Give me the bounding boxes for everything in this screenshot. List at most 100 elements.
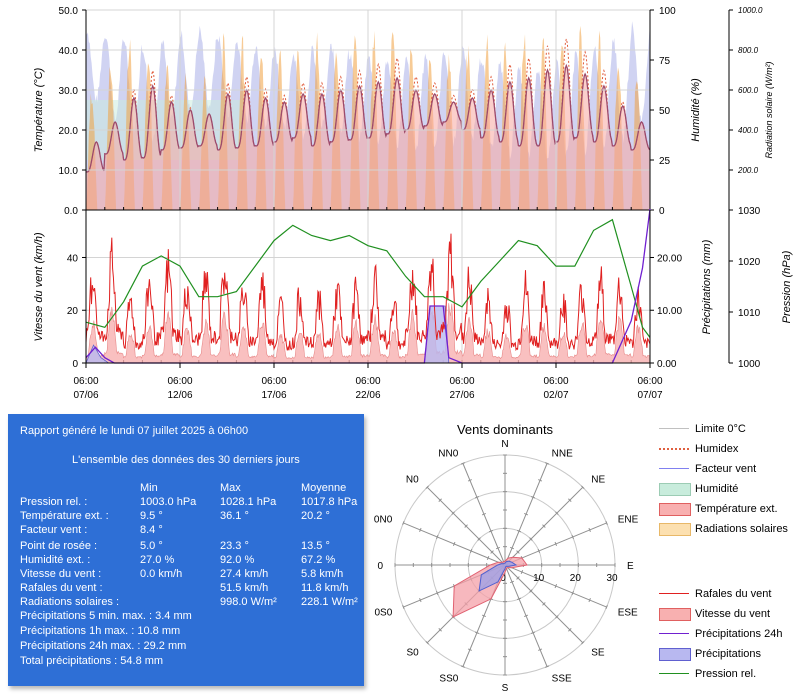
legend-label: Température ext. — [695, 503, 778, 515]
rose-spoke-tick — [425, 485, 429, 489]
x-tick-time: 06:00 — [355, 376, 380, 387]
y-tick-label: 1030 — [738, 206, 761, 217]
x-tick-date: 02/07 — [543, 390, 568, 401]
rose-spoke-tick — [516, 550, 520, 554]
legend-label: Pression rel. — [695, 668, 757, 680]
report-row-max: 998.0 W/m² — [220, 596, 277, 608]
report-row-min: 0.0 km/h — [140, 568, 183, 580]
y-tick-label: 25 — [659, 156, 671, 167]
y-tick-label: 20.0 — [59, 126, 79, 137]
y-tick-label: 10.00 — [657, 306, 682, 317]
rose-spoke-tick — [436, 534, 439, 539]
pressure-line — [85, 218, 651, 338]
y-tick-label: 40.0 — [59, 46, 79, 57]
report-row-max: 1028.1 hPa — [220, 496, 277, 508]
y-axis-label: Humidité (%) — [690, 78, 702, 142]
legend-label: Humidité — [695, 483, 739, 495]
rose-direction-label: E — [627, 561, 634, 572]
y-tick-label: 20 — [67, 306, 79, 317]
report-row-min: 27.0 % — [140, 554, 175, 566]
rose-direction-label: S — [502, 683, 509, 694]
rose-spoke-tick — [486, 555, 490, 561]
legend-label: Limite 0°C — [695, 423, 746, 435]
legend-label: Précipitations 24h — [695, 628, 783, 640]
rose-spoke-tick — [460, 665, 465, 668]
rose-spoke-tick — [529, 537, 533, 541]
rose-radius-label: 20 — [570, 573, 582, 584]
report-extra-line: Total précipitations : 54.8 mm — [20, 655, 164, 667]
report-row-label: Point de rosée : — [20, 540, 98, 552]
rose-direction-label: 0S0 — [374, 608, 392, 619]
y-axis-label: Précipitations (mm) — [701, 239, 713, 334]
report-row-max: 23.3 ° — [220, 540, 249, 552]
legend-swatch — [659, 648, 691, 661]
report-row-label: Facteur vent : — [20, 524, 88, 536]
x-tick-time: 06:00 — [261, 376, 286, 387]
wind-speed-area — [85, 303, 651, 364]
y-tick-label: 400.0 — [738, 126, 759, 135]
report-title: Rapport généré le lundi 07 juillet 2025 … — [20, 425, 249, 437]
report-row-avg: 20.2 ° — [301, 510, 330, 522]
rose-spoke-tick — [542, 602, 546, 606]
rose-spoke-tick — [581, 485, 585, 489]
report-row-label: Humidité ext. : — [20, 554, 91, 566]
rose-series-wind — [478, 560, 518, 592]
rose-spoke-tick — [481, 512, 486, 516]
y-tick-label: 20.00 — [657, 253, 682, 264]
report-row-avg: 67.2 % — [301, 554, 336, 566]
report-row-avg: 13.5 ° — [301, 540, 330, 552]
report-row-max: 27.4 km/h — [220, 568, 269, 580]
rose-spoke-tick — [451, 511, 455, 515]
legend-swatch — [659, 673, 689, 674]
y-tick-label: 1010 — [738, 308, 761, 319]
legend-label: Facteur vent — [695, 463, 757, 475]
report-row-label: Rafales du vent : — [20, 582, 103, 594]
rose-spoke-tick — [474, 496, 479, 499]
legend-swatch — [659, 468, 689, 469]
x-tick-date: 07/07 — [637, 390, 662, 401]
x-tick-time: 06:00 — [637, 376, 662, 387]
report-row-min: 8.4 ° — [140, 524, 163, 536]
report-row-avg: 1017.8 hPa — [301, 496, 358, 508]
report-subtitle: L'ensemble des données des 30 derniers j… — [72, 454, 300, 466]
rose-spoke-tick — [495, 546, 501, 550]
report-row-min: 9.5 ° — [140, 510, 163, 522]
rose-direction-label: SSE — [552, 674, 572, 685]
report-extra-line: Précipitations 5 min. max. : 3.4 mm — [20, 610, 192, 622]
rose-spoke-tick — [460, 462, 465, 465]
rose-spoke-tick — [509, 580, 515, 584]
y-tick-label: 50.0 — [59, 6, 79, 17]
y-tick-label: 200.0 — [737, 166, 759, 175]
rose-spoke-tick — [555, 511, 559, 515]
y-tick-label: 100 — [659, 6, 676, 17]
rose-spoke-tick — [516, 529, 522, 533]
rose-spoke-tick — [529, 589, 533, 593]
rose-spoke-tick — [425, 641, 429, 645]
report-row-label: Température ext. : — [20, 510, 109, 522]
x-tick-date: 22/06 — [355, 390, 380, 401]
y-tick-label: 1000 — [738, 359, 761, 370]
rose-spoke-tick — [490, 550, 494, 554]
rose-spoke-tick — [438, 498, 442, 502]
rose-spoke-tick — [571, 591, 574, 596]
y-axis-label: Vitesse du vent (km/h) — [33, 232, 45, 342]
report-row-avg: 11.8 km/h — [301, 582, 349, 594]
report-row-max: 92.0 % — [220, 554, 255, 566]
y-tick-label: 0.0 — [64, 206, 78, 217]
y-tick-label: 0.00 — [657, 359, 677, 370]
report-row-max: 36.1 ° — [220, 510, 249, 522]
rose-spoke-tick — [581, 641, 585, 645]
y-tick-label: 1000.0 — [738, 6, 763, 15]
y-tick-label: 75 — [659, 56, 671, 67]
rose-spoke-tick — [537, 576, 541, 582]
rose-spoke-tick — [568, 628, 572, 632]
rose-spoke-tick — [531, 496, 536, 499]
rose-spoke-tick — [520, 569, 524, 575]
y-tick-label: 1020 — [738, 257, 761, 268]
legend-swatch — [659, 608, 691, 621]
rose-radius-label: 0 — [500, 573, 506, 584]
rose-spoke-tick — [477, 537, 481, 541]
legend-swatch — [659, 483, 691, 496]
rose-spoke-tick — [452, 541, 456, 546]
rose-spoke-tick — [467, 648, 472, 651]
